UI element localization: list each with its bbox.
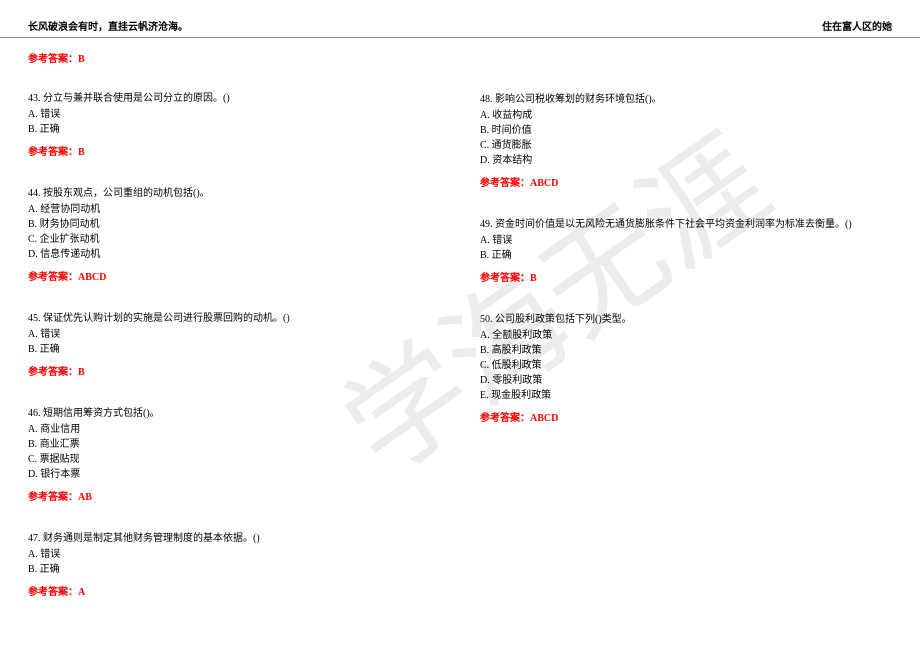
left-column: 参考答案：B 43. 分立与兼并联合使用是公司分立的原因。()A. 错误B. 正…: [28, 38, 460, 626]
question-option: D. 资本结构: [480, 153, 892, 168]
question-option: A. 错误: [28, 107, 440, 122]
question-text: 43. 分立与兼并联合使用是公司分立的原因。(): [28, 91, 440, 106]
right-column: 48. 影响公司税收筹划的财务环境包括()。A. 收益构成B. 时间价值C. 通…: [460, 38, 892, 626]
question-option: D. 信息传递动机: [28, 247, 440, 262]
question-text: 46. 短期信用筹资方式包括()。: [28, 406, 440, 421]
top-answer: 参考答案：B: [28, 50, 440, 65]
question-text: 49. 资金时间价值是以无风险无通货膨胀条件下社会平均资金利润率为标准去衡量。(…: [480, 217, 892, 232]
question-option: C. 企业扩张动机: [28, 232, 440, 247]
answer-text: 参考答案：A: [28, 585, 440, 600]
question-block: 44. 按股东观点，公司重组的动机包括()。A. 经营协同动机B. 财务协同动机…: [28, 186, 440, 285]
question-block: 45. 保证优先认购计划的实施是公司进行股票回购的动机。()A. 错误B. 正确…: [28, 311, 440, 380]
header-right-text: 住在富人区的她: [822, 18, 892, 33]
question-option: C. 低股利政策: [480, 358, 892, 373]
question-option: B. 正确: [28, 342, 440, 357]
question-block: 47. 财务通则是制定其他财务管理制度的基本依据。()A. 错误B. 正确参考答…: [28, 531, 440, 600]
answer-text: 参考答案：AB: [28, 490, 440, 505]
question-option: A. 错误: [480, 233, 892, 248]
question-text: 44. 按股东观点，公司重组的动机包括()。: [28, 186, 440, 201]
question-option: B. 正确: [28, 562, 440, 577]
answer-text: 参考答案：B: [28, 145, 440, 160]
question-option: B. 正确: [480, 248, 892, 263]
page-header: 长风破浪会有时，直挂云帆济沧海。 住在富人区的她: [0, 0, 920, 38]
question-option: A. 错误: [28, 327, 440, 342]
question-option: A. 全额股利政策: [480, 328, 892, 343]
question-block: 50. 公司股利政策包括下列()类型。A. 全额股利政策B. 高股利政策C. 低…: [480, 312, 892, 426]
question-option: B. 商业汇票: [28, 437, 440, 452]
question-option: D. 零股利政策: [480, 373, 892, 388]
question-option: A. 错误: [28, 547, 440, 562]
question-option: A. 经营协同动机: [28, 202, 440, 217]
question-text: 48. 影响公司税收筹划的财务环境包括()。: [480, 92, 892, 107]
question-option: B. 时间价值: [480, 123, 892, 138]
question-block: 49. 资金时间价值是以无风险无通货膨胀条件下社会平均资金利润率为标准去衡量。(…: [480, 217, 892, 286]
answer-text: 参考答案：ABCD: [480, 411, 892, 426]
answer-text: 参考答案：ABCD: [480, 176, 892, 191]
question-option: C. 通货膨胀: [480, 138, 892, 153]
content-area: 参考答案：B 43. 分立与兼并联合使用是公司分立的原因。()A. 错误B. 正…: [0, 38, 920, 626]
question-block: 46. 短期信用筹资方式包括()。A. 商业信用B. 商业汇票C. 票据贴现D.…: [28, 406, 440, 505]
header-left-text: 长风破浪会有时，直挂云帆济沧海。: [28, 18, 188, 33]
question-block: 43. 分立与兼并联合使用是公司分立的原因。()A. 错误B. 正确参考答案：B: [28, 91, 440, 160]
question-option: B. 财务协同动机: [28, 217, 440, 232]
question-option: B. 高股利政策: [480, 343, 892, 358]
question-block: 48. 影响公司税收筹划的财务环境包括()。A. 收益构成B. 时间价值C. 通…: [480, 92, 892, 191]
question-option: C. 票据贴现: [28, 452, 440, 467]
question-text: 50. 公司股利政策包括下列()类型。: [480, 312, 892, 327]
answer-text: 参考答案：ABCD: [28, 270, 440, 285]
question-text: 45. 保证优先认购计划的实施是公司进行股票回购的动机。(): [28, 311, 440, 326]
question-option: B. 正确: [28, 122, 440, 137]
question-option: A. 商业信用: [28, 422, 440, 437]
question-option: A. 收益构成: [480, 108, 892, 123]
question-option: D. 银行本票: [28, 467, 440, 482]
question-text: 47. 财务通则是制定其他财务管理制度的基本依据。(): [28, 531, 440, 546]
answer-text: 参考答案：B: [480, 271, 892, 286]
question-option: E. 现金股利政策: [480, 388, 892, 403]
answer-text: 参考答案：B: [28, 365, 440, 380]
